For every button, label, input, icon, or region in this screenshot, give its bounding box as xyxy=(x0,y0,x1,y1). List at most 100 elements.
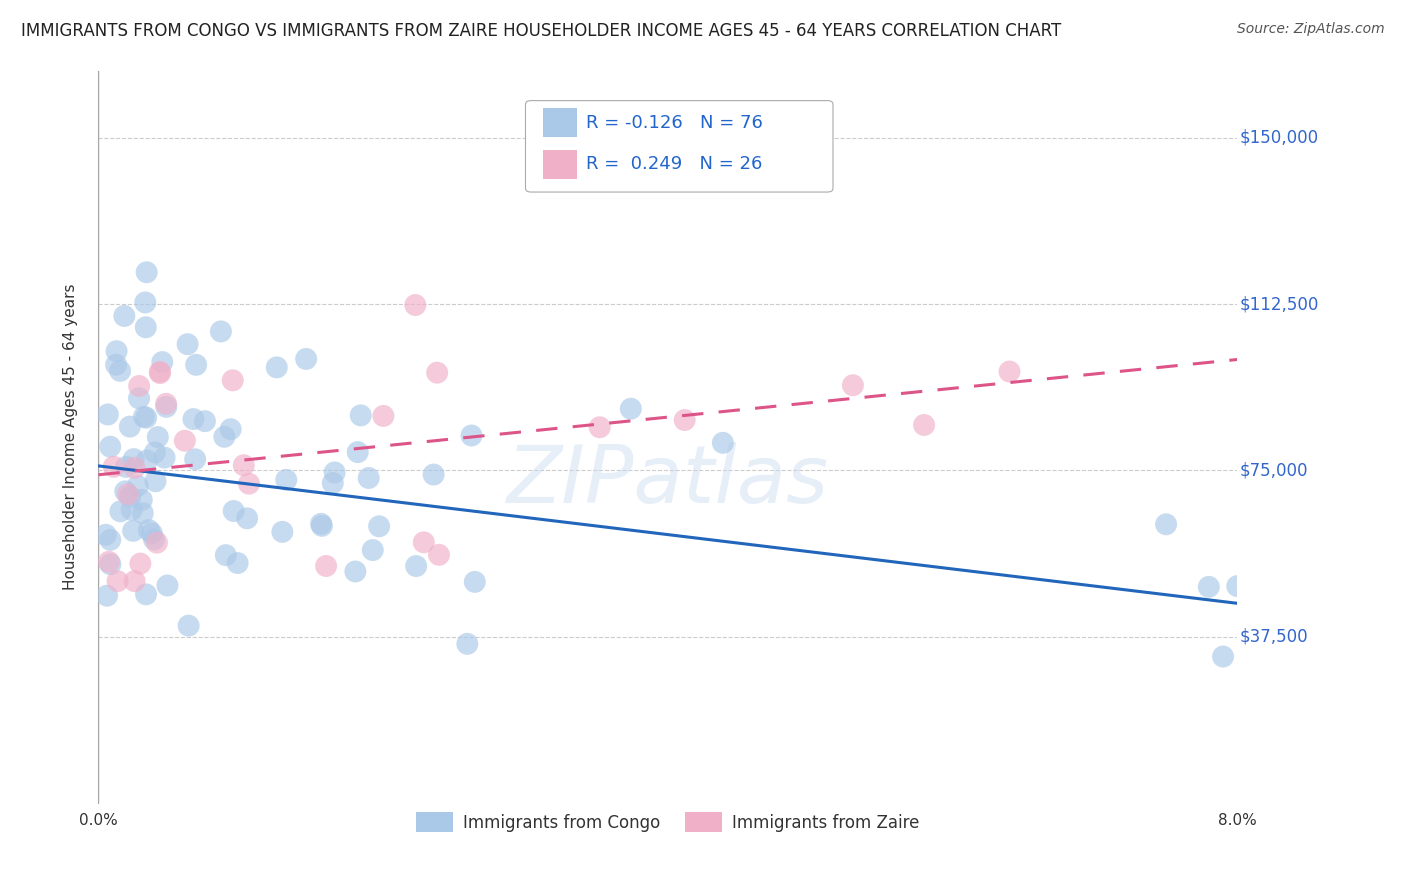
Point xyxy=(124,460,146,475)
Point xyxy=(912,417,935,432)
Bar xyxy=(543,150,576,179)
Point xyxy=(1226,579,1249,593)
Point xyxy=(422,467,444,482)
Point xyxy=(155,397,177,411)
Point xyxy=(135,453,157,467)
Text: $112,500: $112,500 xyxy=(1240,295,1319,313)
Point xyxy=(110,504,132,518)
Point xyxy=(135,410,157,425)
Point xyxy=(173,434,195,448)
Point xyxy=(138,523,160,537)
Point xyxy=(219,422,242,436)
Text: IMMIGRANTS FROM CONGO VS IMMIGRANTS FROM ZAIRE HOUSEHOLDER INCOME AGES 45 - 64 Y: IMMIGRANTS FROM CONGO VS IMMIGRANTS FROM… xyxy=(21,22,1062,40)
Point xyxy=(232,458,254,473)
Point xyxy=(155,400,177,414)
Point xyxy=(105,344,128,359)
Text: ZIPatlas: ZIPatlas xyxy=(506,442,830,520)
Point xyxy=(115,459,138,474)
Point xyxy=(141,526,163,541)
Point xyxy=(105,358,128,372)
Point xyxy=(620,401,643,416)
Point xyxy=(156,578,179,592)
Point xyxy=(143,445,166,459)
Point xyxy=(456,637,478,651)
Point xyxy=(323,466,346,480)
Point xyxy=(276,473,298,487)
Point xyxy=(150,355,173,369)
Point xyxy=(114,484,136,499)
Point xyxy=(135,265,157,279)
Legend: Immigrants from Congo, Immigrants from Zaire: Immigrants from Congo, Immigrants from Z… xyxy=(409,805,927,838)
Point xyxy=(194,414,217,428)
Point xyxy=(315,559,337,574)
Point xyxy=(271,524,294,539)
Point xyxy=(127,479,149,493)
Point xyxy=(842,378,865,392)
Point xyxy=(226,556,249,570)
Point xyxy=(117,487,139,501)
Point xyxy=(186,358,208,372)
Point xyxy=(96,589,118,603)
Point xyxy=(426,366,449,380)
Point xyxy=(128,379,150,393)
Point xyxy=(222,373,245,387)
Point xyxy=(128,392,150,406)
Point xyxy=(135,587,157,601)
Point xyxy=(112,309,135,323)
Point xyxy=(129,557,152,571)
Point xyxy=(214,430,236,444)
Point xyxy=(107,574,129,589)
Point xyxy=(460,428,482,442)
Point xyxy=(346,445,368,459)
Point xyxy=(145,474,167,488)
Point xyxy=(238,476,260,491)
Point xyxy=(134,295,156,310)
Point xyxy=(1198,580,1220,594)
Y-axis label: Householder Income Ages 45 - 64 years: Householder Income Ages 45 - 64 years xyxy=(63,284,77,591)
Text: R = -0.126   N = 76: R = -0.126 N = 76 xyxy=(586,113,762,131)
Bar xyxy=(543,108,576,137)
FancyBboxPatch shape xyxy=(526,101,832,192)
Point xyxy=(176,337,198,351)
Text: $75,000: $75,000 xyxy=(1240,461,1308,479)
Point xyxy=(209,325,232,339)
Point xyxy=(222,504,245,518)
Point xyxy=(311,518,333,533)
Point xyxy=(344,565,367,579)
Point xyxy=(464,574,486,589)
Text: $150,000: $150,000 xyxy=(1240,128,1319,147)
Point xyxy=(673,413,696,427)
Point xyxy=(149,365,172,379)
Point xyxy=(361,543,384,558)
Point xyxy=(236,511,259,525)
Point xyxy=(146,535,169,549)
Point xyxy=(404,298,426,312)
Point xyxy=(121,503,143,517)
Point xyxy=(98,440,121,454)
Point xyxy=(143,533,166,547)
Point xyxy=(97,555,120,569)
Text: $37,500: $37,500 xyxy=(1240,628,1308,646)
Point xyxy=(412,535,434,549)
Point xyxy=(122,524,145,538)
Point xyxy=(132,409,155,424)
Point xyxy=(1212,649,1234,664)
Point xyxy=(309,516,332,531)
Point xyxy=(124,574,146,589)
Point xyxy=(118,419,141,434)
Point xyxy=(350,409,373,423)
Point xyxy=(120,490,142,504)
Point xyxy=(295,351,318,366)
Point xyxy=(98,558,121,572)
Point xyxy=(215,548,238,562)
Point xyxy=(153,450,176,465)
Point xyxy=(132,506,155,520)
Point xyxy=(373,409,395,423)
Point xyxy=(357,471,380,485)
Point xyxy=(427,548,450,562)
Point xyxy=(108,364,131,378)
Point xyxy=(149,366,172,380)
Text: R =  0.249   N = 26: R = 0.249 N = 26 xyxy=(586,155,762,173)
Point xyxy=(122,452,145,467)
Point xyxy=(711,435,734,450)
